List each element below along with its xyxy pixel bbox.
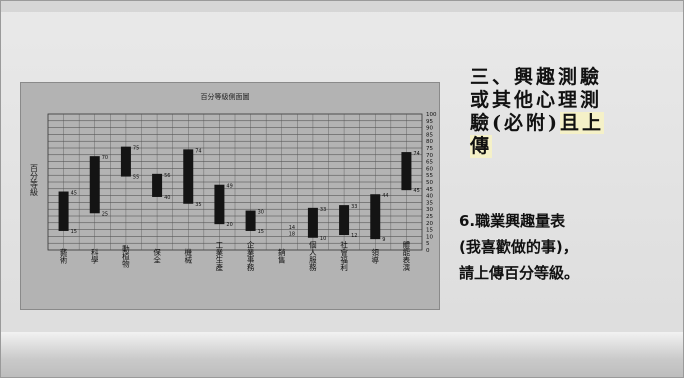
bar-low-label: 55: [133, 175, 139, 181]
bar-top-label: 74: [195, 148, 201, 154]
section-heading: 三、興趣測驗 或其他心理測 驗(必附)且上 傳: [470, 66, 660, 158]
heading-line-1: 三、興趣測驗: [470, 66, 660, 89]
category-label: 銷售: [277, 247, 286, 264]
heading-line-3: 驗(必附)且上: [470, 112, 660, 135]
chart-bar: [246, 211, 256, 231]
bar-top-label: 30: [258, 210, 264, 216]
category-label: 藝術: [59, 247, 68, 264]
y-tick-label: 0: [426, 248, 430, 254]
chart-bar: [339, 205, 349, 235]
y-tick-label: 35: [426, 200, 433, 206]
chart-bar: [214, 185, 224, 224]
category-label: 科學: [90, 247, 99, 264]
chart-bar: [90, 156, 100, 213]
bar-low-label: 10: [320, 236, 326, 242]
bar-low-label: 15: [258, 229, 264, 235]
instruction-note: 6.職業興趣量表 (我喜歡做的事)， 請上傳百分等級。: [459, 208, 675, 286]
bar-low-label: 25: [102, 211, 108, 217]
y-tick-label: 65: [426, 160, 433, 166]
bar-top-label: 70: [102, 155, 108, 161]
chart-bar: [370, 194, 380, 239]
category-label: 保全: [152, 248, 161, 263]
bar-top-label: 33: [320, 207, 326, 213]
y-tick-label: 75: [426, 146, 433, 152]
category-label: 社會福利: [339, 240, 348, 271]
bar-low-label: 35: [195, 202, 201, 208]
bar-top-label: 45: [71, 191, 77, 197]
y-tick-label: 45: [426, 187, 433, 193]
y-tick-label: 20: [426, 221, 433, 227]
category-label: 體能表演: [402, 240, 411, 272]
heading-line-2: 或其他心理測: [470, 89, 660, 112]
bar-low-label: 15: [71, 229, 77, 235]
chart-bar: [59, 192, 69, 231]
category-label: 工業生產: [215, 241, 224, 272]
chart-bar: [183, 149, 193, 203]
note-line-1: 6.職業興趣量表: [459, 208, 675, 234]
y-tick-label: 25: [426, 214, 433, 220]
chart-y-axis-label: 百分等級: [30, 164, 39, 197]
y-tick-label: 30: [426, 207, 433, 213]
bar-low-label: 45: [413, 188, 419, 194]
y-tick-label: 85: [426, 132, 433, 138]
percentile-profile-chart: 百分等級側面圖 百分等級 45 15 70 25 75 55 56 40 74 35 49 20 30 1…: [20, 82, 440, 310]
y-tick-label: 95: [426, 119, 433, 125]
category-label: 機械: [184, 247, 193, 264]
y-tick-label: 5: [426, 241, 430, 247]
chart-title: 百分等級側面圖: [201, 92, 250, 101]
chart-bar: [401, 152, 411, 190]
bar-low-label: 9: [382, 237, 385, 243]
bar-top-label: 49: [226, 184, 232, 190]
heading-line-3a: 驗(必附): [470, 112, 560, 134]
category-label: 企業事務: [246, 240, 255, 272]
chart-grid: [48, 114, 422, 250]
bar-top-label: 33: [351, 204, 357, 210]
note-line-2: (我喜歡做的事)，: [459, 234, 675, 260]
bar-top-label: 56: [164, 173, 170, 179]
chart-y-ticks: 1009590858075706560555045403530252015105…: [426, 112, 437, 254]
y-tick-label: 80: [426, 139, 433, 145]
y-tick-label: 100: [426, 112, 437, 118]
y-tick-label: 60: [426, 166, 433, 172]
bar-top-label: 44: [382, 193, 388, 199]
bar-low-label: 12: [351, 233, 357, 239]
bar-top-label: 74: [413, 151, 419, 157]
bar-top-label: 75: [133, 146, 139, 152]
category-label: 個人服務: [308, 240, 317, 272]
y-tick-label: 70: [426, 153, 433, 159]
chart-bar: [308, 208, 318, 238]
bar-low-label: 20: [226, 222, 232, 228]
y-tick-label: 55: [426, 173, 433, 179]
bar-top-label: 18: [289, 231, 295, 237]
chart-bar: [121, 147, 131, 177]
y-tick-label: 15: [426, 228, 433, 234]
bar-low-label: 14: [289, 225, 295, 231]
note-line-3: 請上傳百分等級。: [459, 260, 675, 286]
chart-photo[interactable]: 百分等級側面圖 百分等級 45 15 70 25 75 55 56 40 74 35 49 20 30 1…: [20, 82, 440, 310]
chart-bar: [152, 174, 162, 197]
heading-highlight: 且上: [560, 112, 604, 134]
category-label: 動植物: [121, 244, 130, 268]
heading-line-4: 傳: [470, 135, 492, 158]
category-label: 領導: [371, 247, 380, 263]
y-tick-label: 50: [426, 180, 433, 186]
y-tick-label: 10: [426, 234, 433, 240]
y-tick-label: 90: [426, 126, 433, 132]
y-tick-label: 40: [426, 194, 433, 200]
bar-low-label: 40: [164, 195, 170, 201]
